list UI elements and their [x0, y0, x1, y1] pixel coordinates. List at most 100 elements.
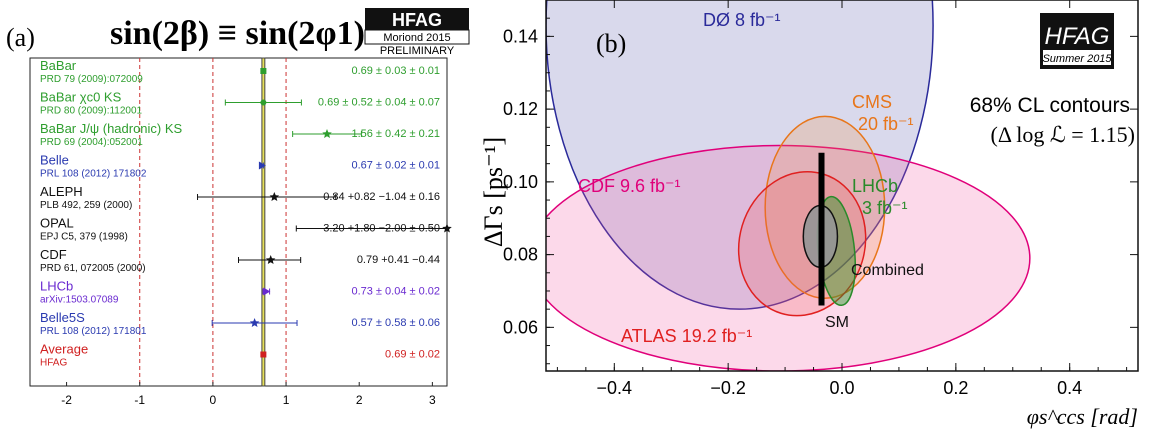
marker-star [265, 255, 276, 264]
measurement-ref: PRD 61, 072005 (2000) [40, 263, 146, 274]
x-tick-label: 3 [429, 393, 436, 407]
measurement-value-label: 0.84 +0.82 −1.04 ± 0.16 [323, 191, 440, 203]
hfag-badge-b: HFAG Summer 2015 [1040, 13, 1114, 69]
y-tick-label: 0.06 [503, 317, 538, 337]
measurement-name: Average [40, 342, 88, 357]
panel-a: (a) sin(2β) ≡ sin(2φ1) HFAG Moriond 2015… [6, 8, 470, 407]
measurement-value-label: 0.73 ± 0.04 ± 0.02 [351, 286, 440, 298]
y-tick-label: 0.14 [503, 26, 538, 46]
average-band [261, 57, 266, 387]
badge-a-bg [365, 8, 469, 30]
panel-a-frame [29, 57, 448, 387]
badge-a-name: HFAG [392, 10, 442, 30]
measurement-name: BaBar [40, 58, 77, 73]
marker-triangle [263, 287, 271, 296]
panel-a-label: (a) [6, 23, 35, 52]
measurement-ref: arXiv:1503.07089 [40, 295, 119, 306]
x-tick-label: −0.2 [710, 378, 746, 398]
x-tick-label: 0.2 [943, 378, 968, 398]
badge-b-line1-box [1043, 50, 1111, 65]
marker-star [269, 192, 280, 201]
measurement-ref: EPJ C5, 379 (1998) [40, 232, 128, 243]
measurement-name: OPAL [40, 216, 74, 231]
measurement-ref: PRD 80 (2009):112001 [40, 106, 143, 117]
measurement-value-label: 1.56 ± 0.42 ± 0.21 [351, 128, 440, 140]
measurement-value-label: 0.69 ± 0.02 [385, 349, 440, 361]
measurement-name: LHCb [40, 279, 73, 294]
panel-a-x-axis: -2 -1 0 1 2 3 [61, 382, 436, 407]
badge-a-line1: Moriond 2015 [383, 32, 450, 44]
label-atlas: ATLAS 19.2 fb⁻¹ [621, 326, 752, 346]
x-axis-label: φs^ccs [rad] [1027, 404, 1138, 429]
measurement-value-label: 0.79 +0.41 −0.44 [357, 254, 440, 266]
label-cdf: CDF 9.6 fb⁻¹ [578, 176, 681, 196]
measurement-value-label: 0.67 ± 0.02 ± 0.01 [351, 160, 440, 172]
x-tick-label: -2 [61, 393, 72, 407]
x-tick-label: -1 [134, 393, 145, 407]
label-combined: Combined [851, 262, 924, 279]
measurement-ref: PRL 108 (2012) 171801 [40, 326, 147, 337]
y-tick-label: 0.12 [503, 99, 538, 119]
y-axis-label: ΔΓs [ps⁻¹] [479, 137, 508, 247]
badge-a-line2: PRELIMINARY [380, 45, 455, 57]
label-cms-2: 20 fb⁻¹ [858, 114, 914, 134]
panel-b-label: (b) [596, 29, 626, 58]
measurement-value-label: 0.69 ± 0.52 ± 0.04 ± 0.07 [318, 97, 440, 109]
marker-star [322, 129, 332, 138]
measurement-name: CDF [40, 247, 67, 262]
x-tick-label: 1 [283, 393, 290, 407]
badge-a-line1-box [364, 29, 470, 45]
panel-a-reference-lines [139, 58, 287, 386]
panel-b: −0.4 −0.2 0.0 0.2 0.4 0.06 0.08 0.10 0.12 0.14 (b… [479, 0, 1139, 429]
panel-a-average-band [261, 57, 266, 387]
measurement-name: Belle5S [40, 310, 85, 325]
panel-b-contours [546, 0, 1031, 371]
badge-b-name: HFAG [1045, 23, 1110, 50]
x-tick-label: 0.4 [1057, 378, 1082, 398]
x-tick-label: 0 [210, 393, 217, 407]
label-lhcb-1: LHCb [852, 176, 898, 196]
panel-a-title: sin(2β) ≡ sin(2φ1) [110, 15, 365, 52]
marker-triangle [258, 161, 266, 170]
measurement-ref: PLB 492, 259 (2000) [40, 200, 132, 211]
measurement-ref: PRD 69 (2004):052001 [40, 137, 143, 148]
marker-star [442, 223, 452, 233]
label-sm: SM [825, 314, 849, 331]
legend-title-line2: (Δ log ℒ = 1.15) [991, 122, 1135, 147]
marker-circle [260, 99, 267, 106]
badge-b-line1: Summer 2015 [1042, 53, 1112, 65]
x-tick-label: −0.4 [597, 378, 633, 398]
measurement-name: ALEPH [40, 184, 83, 199]
label-d0: DØ 8 fb⁻¹ [703, 10, 781, 30]
legend-title-line1: 68% CL contours [970, 94, 1130, 117]
x-tick-label: 2 [356, 393, 363, 407]
measurement-value-label: 0.69 ± 0.03 ± 0.01 [351, 65, 440, 77]
label-cms-1: CMS [852, 92, 892, 112]
measurement-ref: PRL 108 (2012) 171802 [40, 169, 147, 180]
label-lhcb-2: 3 fb⁻¹ [862, 198, 908, 218]
measurement-value-label: 0.57 ± 0.58 ± 0.06 [351, 317, 440, 329]
x-tick-label: 0.0 [829, 378, 854, 398]
marker-square [260, 351, 267, 358]
measurement-name: BaBar χc0 KS [40, 90, 122, 105]
panel-b-axes: −0.4 −0.2 0.0 0.2 0.4 0.06 0.08 0.10 0.12 0.14 [503, 0, 1138, 398]
marker-star [249, 318, 260, 327]
y-tick-label: 0.10 [503, 172, 538, 192]
measurement-ref: PRD 79 (2009):072009 [40, 74, 143, 85]
measurement-name: BaBar J/ψ (hadronic) KS [40, 121, 183, 136]
hfag-badge-a: HFAG Moriond 2015 PRELIMINARY [364, 8, 470, 57]
y-tick-label: 0.08 [503, 245, 538, 265]
marker-square [260, 68, 267, 74]
